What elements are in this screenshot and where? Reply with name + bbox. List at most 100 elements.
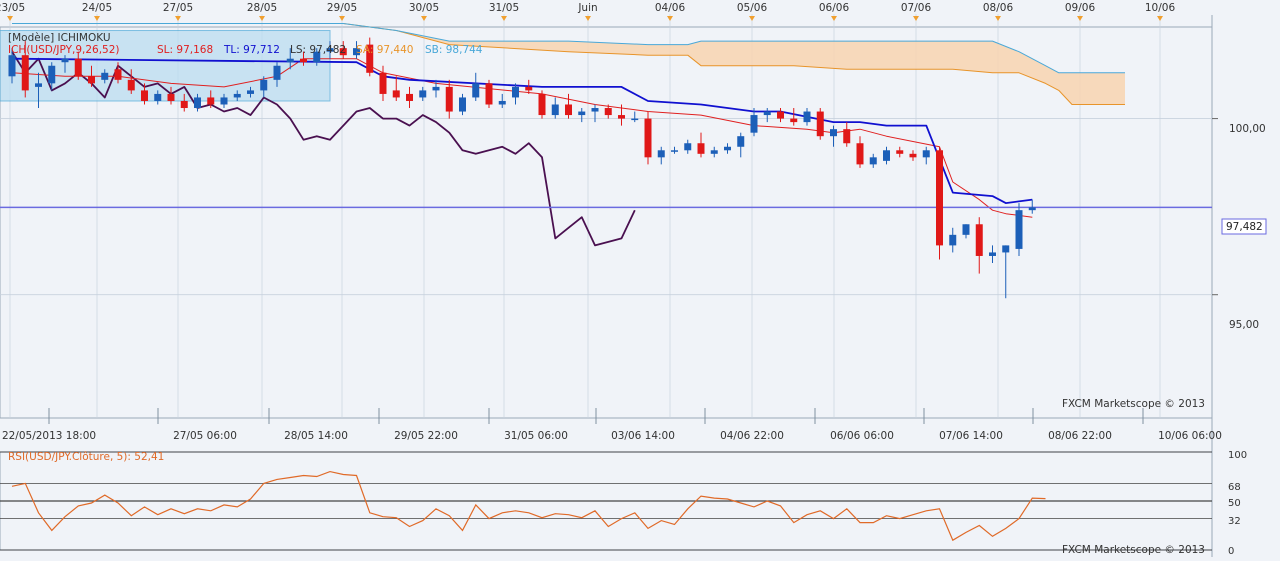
candle-body xyxy=(300,58,307,63)
candle-body xyxy=(1015,210,1023,249)
current-price-label: 97,482 xyxy=(1226,221,1263,233)
date-marker xyxy=(585,16,591,21)
candle-body xyxy=(1028,207,1036,211)
candle-body xyxy=(803,111,811,123)
candle-body xyxy=(936,150,943,246)
candle-body xyxy=(445,86,453,112)
candle-body xyxy=(1002,245,1010,253)
date-marker xyxy=(995,16,1001,21)
candle-body xyxy=(74,58,82,77)
top-date-label: 10/06 xyxy=(1145,2,1176,14)
candle-body xyxy=(909,153,917,158)
rsi-legend: RSI(USD/JPY.Clôture, 5): 52,41 xyxy=(8,451,164,463)
date-marker xyxy=(175,16,181,21)
top-date-label: 31/05 xyxy=(489,2,519,14)
candle-body xyxy=(830,129,837,137)
candle-body xyxy=(127,79,135,91)
rsi-level-label: 0 xyxy=(1228,546,1234,557)
axes: 23/05 24/05 27/05 28/05 29/05 30/05 31/05 Juin 0… xyxy=(0,2,1222,442)
candle-body xyxy=(657,150,665,158)
candle-body xyxy=(379,72,387,94)
candle-body xyxy=(737,136,745,147)
top-date-label: 05/06 xyxy=(737,2,768,14)
candle-body xyxy=(101,72,109,80)
ls-label: LS: 97,482 xyxy=(290,44,346,56)
candle-body xyxy=(949,234,957,246)
candle-body xyxy=(339,48,347,56)
rsi-panel xyxy=(0,451,1212,551)
candle-body xyxy=(273,65,281,80)
date-marker xyxy=(501,16,507,21)
time-axis-label: 10/06 06:00 xyxy=(1158,430,1222,442)
time-axis-label: 04/06 22:00 xyxy=(720,430,784,442)
candle-body xyxy=(975,224,983,256)
candle-body xyxy=(565,104,572,116)
candle-body xyxy=(419,90,427,98)
candle-body xyxy=(207,97,215,105)
rsi-level-label: 50 xyxy=(1228,498,1241,509)
candle-body xyxy=(366,44,374,73)
candle-body xyxy=(816,111,824,137)
candle-body xyxy=(61,58,69,63)
senkou-a-line xyxy=(12,23,1125,105)
top-date-label: 30/05 xyxy=(409,2,439,14)
candle-body xyxy=(578,111,586,116)
top-date-label: 24/05 xyxy=(82,2,112,14)
watermark: FXCM Marketscope © 2013 xyxy=(1062,398,1205,410)
candle-body xyxy=(35,83,42,87)
candle-body xyxy=(167,93,175,101)
candle-body xyxy=(406,93,413,101)
candle-body xyxy=(472,83,480,98)
rsi-level-label: 68 xyxy=(1228,482,1241,493)
candle-body xyxy=(48,65,56,84)
price-tick-label: 100,00 xyxy=(1229,123,1266,135)
candle-body xyxy=(353,48,360,56)
sl-label: SL: 97,168 xyxy=(157,44,213,56)
candle-body xyxy=(313,51,321,63)
candle-body xyxy=(180,100,188,109)
date-marker xyxy=(1157,16,1163,21)
date-marker xyxy=(1077,16,1083,21)
top-date-label: 04/06 xyxy=(655,2,686,14)
date-marker xyxy=(831,16,837,21)
candle-body xyxy=(88,76,95,84)
time-axis-label: 03/06 14:00 xyxy=(611,430,675,442)
candle-body xyxy=(432,86,440,91)
top-date-label: 28/05 xyxy=(247,2,277,14)
candle-body xyxy=(220,97,228,105)
candle-body xyxy=(869,157,877,165)
time-axis-label: 27/05 06:00 xyxy=(173,430,237,442)
candle-body xyxy=(233,93,241,98)
time-axis-label: 08/06 22:00 xyxy=(1048,430,1112,442)
candle-body xyxy=(896,150,904,154)
rsi-level-label: 100 xyxy=(1228,450,1247,461)
time-axis-label: 29/05 22:00 xyxy=(394,430,458,442)
candle-body xyxy=(538,93,546,116)
top-date-label: 27/05 xyxy=(163,2,193,14)
candle-body xyxy=(498,100,506,105)
candle-body xyxy=(154,93,162,101)
date-marker xyxy=(913,16,919,21)
date-marker xyxy=(667,16,673,21)
candle-body xyxy=(141,90,148,101)
candle-body xyxy=(551,104,559,116)
candle-body xyxy=(392,90,400,98)
senkou-cloud xyxy=(12,23,1125,105)
candle-body xyxy=(883,150,890,161)
candle-body xyxy=(512,86,519,98)
candle-body xyxy=(790,118,798,123)
candle-body xyxy=(962,224,970,235)
price-tick-label: 95,00 xyxy=(1229,319,1259,331)
candle-body xyxy=(286,58,294,63)
candle-body xyxy=(459,97,466,112)
candle-body xyxy=(856,143,864,165)
top-date-label: 09/06 xyxy=(1065,2,1096,14)
time-axis-label: 22/05/2013 18:00 xyxy=(2,430,96,442)
top-date-label: 23/05 xyxy=(0,2,25,14)
candle-body xyxy=(114,69,122,80)
rsi-line xyxy=(11,470,1046,542)
candles xyxy=(8,37,1036,299)
date-marker xyxy=(259,16,265,21)
